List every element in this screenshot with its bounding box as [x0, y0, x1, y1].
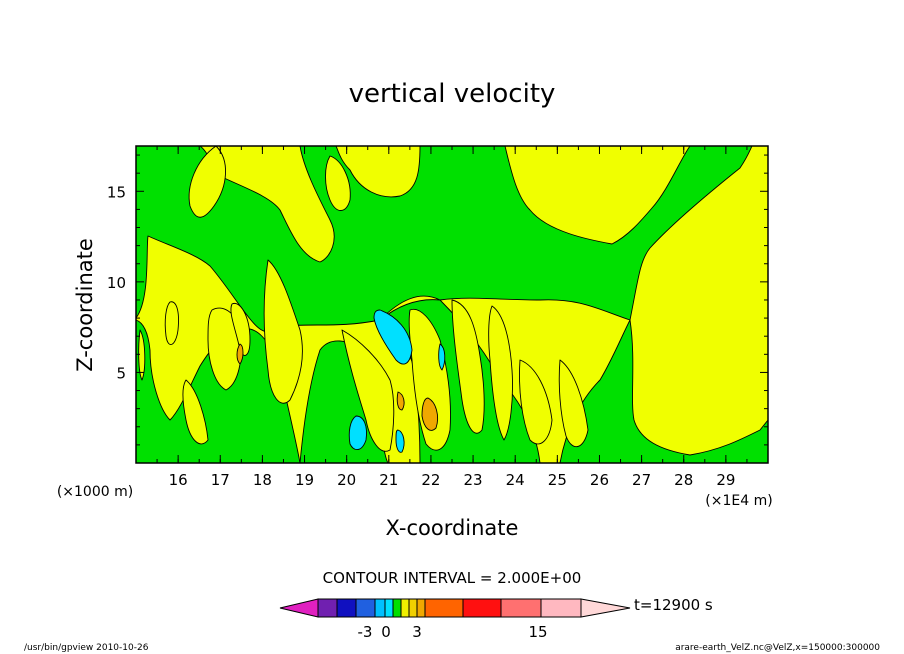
footer-right: arare-earth_VelZ.nc@VelZ,x=150000:300000: [675, 643, 880, 653]
x-tick-label: 24: [506, 471, 525, 489]
contour-region: [164, 301, 179, 345]
x-tick-label: 28: [674, 471, 693, 489]
contour-region: [558, 359, 589, 447]
colorbar: -3 0 3 15: [279, 598, 631, 641]
colorbar-upper-triangle: [580, 598, 631, 618]
contour-region: [559, 319, 769, 464]
x-tick-label: 21: [379, 471, 398, 489]
contour-region: [421, 397, 439, 431]
x-tick-label: 17: [211, 471, 230, 489]
contour-region: [519, 359, 553, 445]
colorbar-tick-label: 0: [381, 623, 391, 641]
colorbar-segment: [336, 598, 357, 618]
contour-region: [341, 329, 395, 452]
colorbar-segment: [424, 598, 464, 618]
colorbar-segment: [416, 598, 426, 618]
x-tick-label: 19: [295, 471, 314, 489]
colorbar-segment: [374, 598, 386, 618]
colorbar-segment: [462, 598, 502, 618]
colorbar-segment: [384, 598, 394, 618]
y-tick-label: 10: [107, 274, 126, 292]
time-label: t=12900 s: [634, 596, 713, 614]
x-tick-label: 18: [253, 471, 272, 489]
x-tick-label: 20: [337, 471, 356, 489]
colorbar-lower-triangle: [279, 598, 319, 618]
contour-interval-text: CONTOUR INTERVAL = 2.000E+00: [323, 569, 582, 587]
x-tick-label: 27: [632, 471, 651, 489]
contour-region: [236, 343, 244, 365]
x-tick-label: 16: [169, 471, 188, 489]
y-scale-note: (×1000 m): [57, 484, 133, 500]
plot-area: 16 17 18 19 20 21 22 23 24 25 26 27 28 29 5 10 15: [107, 145, 769, 489]
contour-region: [438, 343, 446, 371]
x-axis-label: X-coordinate: [386, 516, 519, 540]
contour-region: [348, 415, 367, 450]
contour-region: [488, 305, 513, 441]
colorbar-segment: [500, 598, 542, 618]
x-tick-label: 23: [464, 471, 483, 489]
footer-left: /usr/bin/gpview 2010-10-26: [24, 643, 149, 653]
contour-region: [395, 429, 405, 453]
x-tick-label: 29: [716, 471, 735, 489]
colorbar-tick-label: 15: [528, 623, 547, 641]
x-tick-label: 22: [421, 471, 440, 489]
colorbar-segment: [400, 598, 410, 618]
colorbar-tick-label: 3: [412, 623, 422, 641]
colorbar-tick-label: -3: [358, 623, 373, 641]
contour-region: [325, 155, 351, 211]
colorbar-segment: [355, 598, 376, 618]
contour-region: [230, 302, 251, 356]
contour-region: [373, 309, 413, 365]
x-axis: 16 17 18 19 20 21 22 23 24 25 26 27 28 29: [156, 146, 748, 489]
x-scale-note: (×1E4 m): [705, 493, 772, 509]
contour-region: [396, 391, 405, 411]
contour-region: [188, 145, 226, 218]
contour-fill-regions: [135, 145, 769, 464]
x-tick-label: 25: [548, 471, 567, 489]
y-tick-label: 5: [116, 364, 126, 382]
contour-region: [135, 145, 753, 332]
x-tick-label: 26: [590, 471, 609, 489]
chart-title: vertical velocity: [349, 79, 556, 109]
colorbar-segment: [317, 598, 338, 618]
colorbar-segment: [540, 598, 582, 618]
colorbar-segment: [392, 598, 402, 618]
contour-region: [182, 379, 209, 445]
y-axis-label: Z-coordinate: [73, 238, 97, 372]
contour-region: [138, 329, 146, 381]
colorbar-segment: [408, 598, 418, 618]
contour-region: [263, 259, 303, 404]
y-axis: 5 10 15: [107, 154, 768, 446]
y-tick-label: 15: [107, 183, 126, 201]
contour-region: [451, 299, 485, 434]
